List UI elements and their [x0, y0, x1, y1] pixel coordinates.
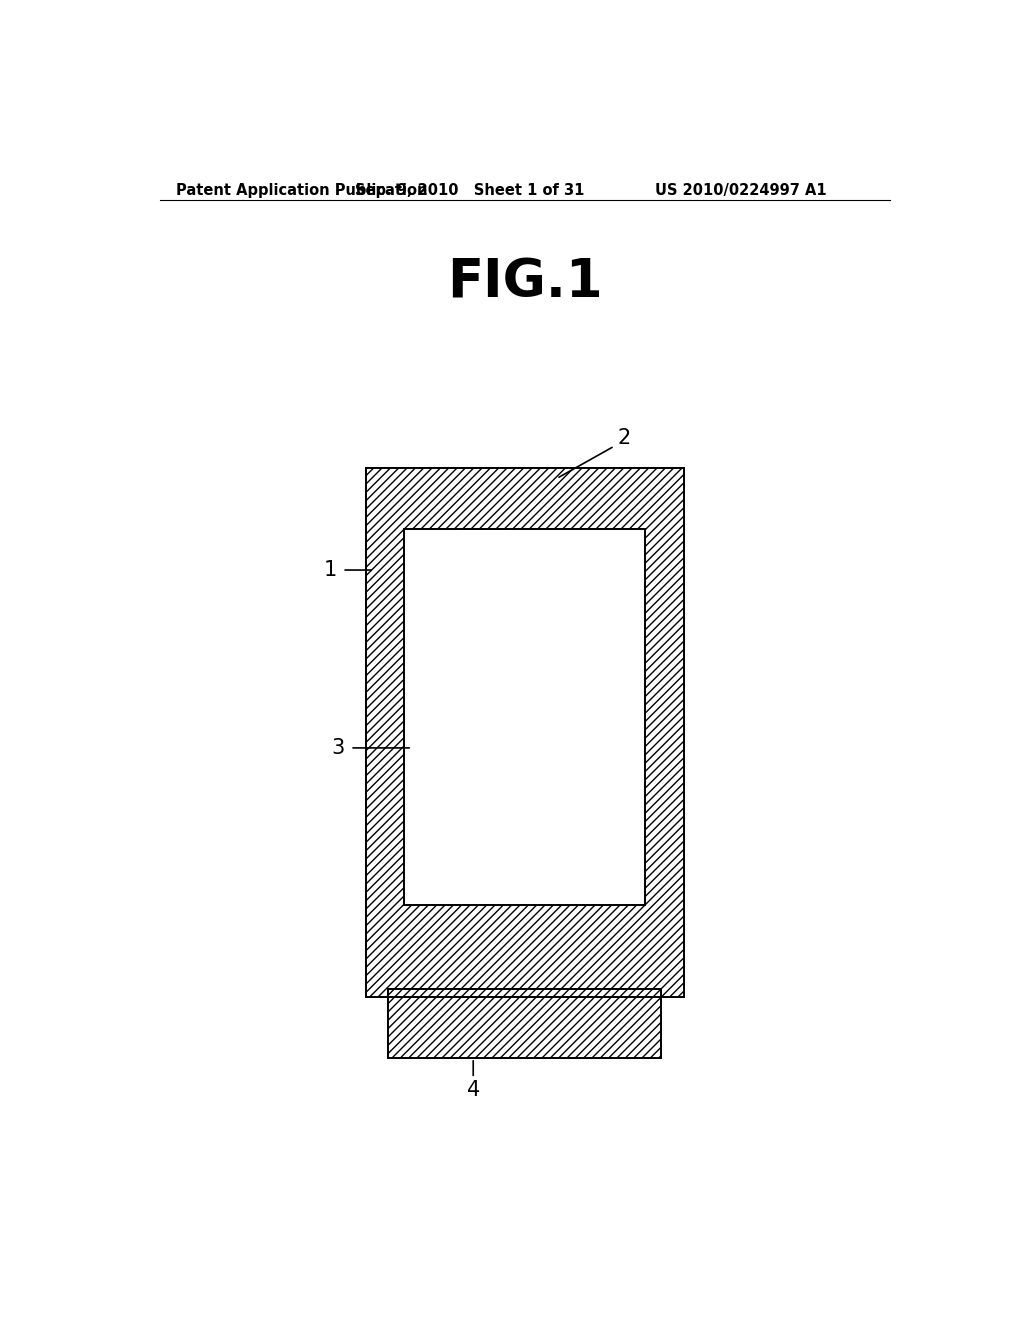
Text: Sep. 9, 2010   Sheet 1 of 31: Sep. 9, 2010 Sheet 1 of 31 [354, 183, 584, 198]
Bar [645, 529, 684, 906]
Bar [367, 529, 404, 906]
Bar [388, 989, 662, 1057]
Text: FIG.1: FIG.1 [447, 256, 602, 309]
Text: 4: 4 [467, 1081, 480, 1101]
Bar [388, 989, 662, 1057]
Bar [367, 469, 684, 529]
Text: Patent Application Publication: Patent Application Publication [176, 183, 427, 198]
Text: 2: 2 [617, 428, 631, 447]
Bar [367, 469, 684, 997]
Bar [404, 529, 645, 906]
Bar [367, 469, 684, 997]
Text: 1: 1 [324, 560, 337, 579]
Bar [367, 906, 684, 997]
Text: US 2010/0224997 A1: US 2010/0224997 A1 [654, 183, 826, 198]
Bar [388, 989, 662, 1057]
Text: 3: 3 [332, 738, 345, 758]
